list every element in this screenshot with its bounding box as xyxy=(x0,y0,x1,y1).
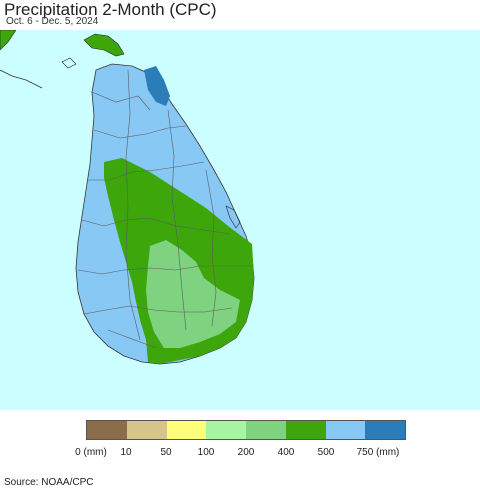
zone-200-400mm xyxy=(146,240,240,348)
ocean xyxy=(0,30,480,410)
map-title: Precipitation 2-Month (CPC) xyxy=(4,0,217,19)
east-coast-lagoon xyxy=(225,205,241,229)
source-credit: Source: NOAA/CPC xyxy=(4,477,94,488)
india-coast-line xyxy=(0,69,43,89)
legend-swatch-4 xyxy=(246,421,286,439)
legend-label-0: 0 (mm) xyxy=(75,447,107,458)
legend-label-1: 10 xyxy=(120,447,132,458)
legend-label-6: 500 xyxy=(317,447,335,458)
legend-label-3: 100 xyxy=(197,447,215,458)
legend-label-7: 750 (mm) xyxy=(356,447,400,458)
legend-swatch-2 xyxy=(166,421,207,439)
legend-bar xyxy=(86,420,406,440)
date-range: Oct. 6 - Dec. 5, 2024 xyxy=(6,16,99,27)
district-boundaries xyxy=(77,69,252,349)
legend-swatch-0 xyxy=(87,421,127,439)
jaffna-peninsula xyxy=(83,33,125,57)
zone-750mm-plus xyxy=(144,66,170,106)
legend-swatch-5 xyxy=(285,421,326,439)
mannar-island xyxy=(61,57,77,69)
legend-swatch-6 xyxy=(325,421,366,439)
legend-swatch-3 xyxy=(206,421,246,439)
legend-label-5: 400 xyxy=(277,447,295,458)
legend-swatch-7 xyxy=(365,421,405,439)
legend-swatch-1 xyxy=(126,421,167,439)
precipitation-map xyxy=(0,30,480,410)
legend-label-4: 200 xyxy=(237,447,255,458)
india-coast xyxy=(0,30,17,51)
legend-label-2: 50 xyxy=(160,447,172,458)
